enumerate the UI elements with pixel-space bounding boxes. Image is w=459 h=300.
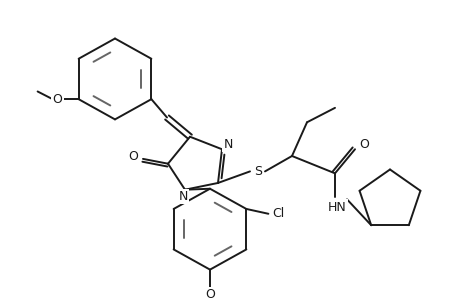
Text: N: N (223, 138, 232, 151)
Text: O: O (128, 151, 138, 164)
Text: O: O (205, 288, 214, 300)
Text: N: N (178, 190, 187, 203)
Text: HN: HN (327, 200, 346, 214)
Text: Cl: Cl (272, 207, 284, 220)
Text: O: O (53, 93, 62, 106)
Text: O: O (358, 138, 368, 151)
Text: S: S (253, 165, 262, 178)
